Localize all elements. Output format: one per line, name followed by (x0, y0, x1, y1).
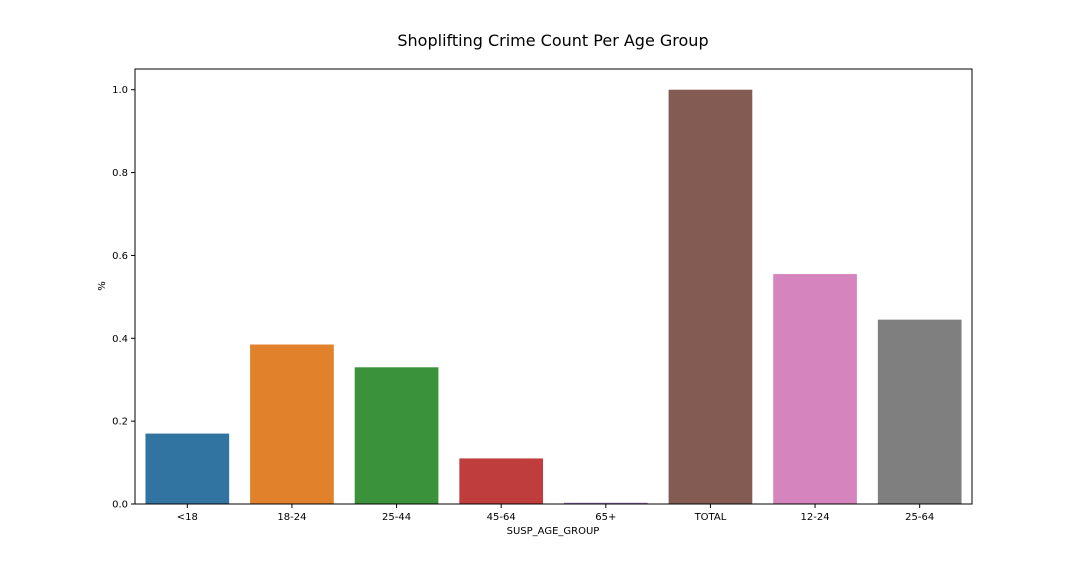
bar (563, 502, 648, 504)
bar (773, 274, 857, 504)
x-tick-label: 18-24 (277, 512, 306, 523)
bar (877, 319, 962, 504)
bar (145, 433, 230, 504)
y-tick-label: 0.4 (112, 334, 128, 345)
bar (668, 89, 753, 505)
y-axis-label: % (97, 281, 108, 291)
x-tick-label: 25-44 (382, 512, 411, 523)
x-tick-label: TOTAL (694, 512, 727, 523)
y-tick-label: 0.2 (112, 417, 128, 428)
plot-frame (134, 68, 973, 505)
x-tick-label: 65+ (595, 512, 616, 523)
plot-area: <18 18-24 25-44 45-64 65+ TOTAL 12-24 25-64 0.0 0… (112, 85, 962, 523)
chart-title: Shoplifting Crime Count Per Age Group (397, 31, 708, 50)
x-tick-label: 45-64 (487, 512, 516, 523)
y-tick-label: 1.0 (112, 85, 128, 96)
bar (250, 344, 334, 504)
x-tick-label: 25-64 (905, 512, 934, 523)
y-tick-label: 0.0 (112, 500, 128, 511)
x-tick-label: <18 (177, 512, 198, 523)
x-axis-label: SUSP_AGE_GROUP (507, 526, 600, 537)
x-tick-label: 12-24 (801, 512, 830, 523)
bar (354, 367, 439, 504)
bar (459, 458, 544, 504)
y-tick-label: 0.6 (112, 251, 128, 262)
y-tick-label: 0.8 (112, 168, 128, 179)
